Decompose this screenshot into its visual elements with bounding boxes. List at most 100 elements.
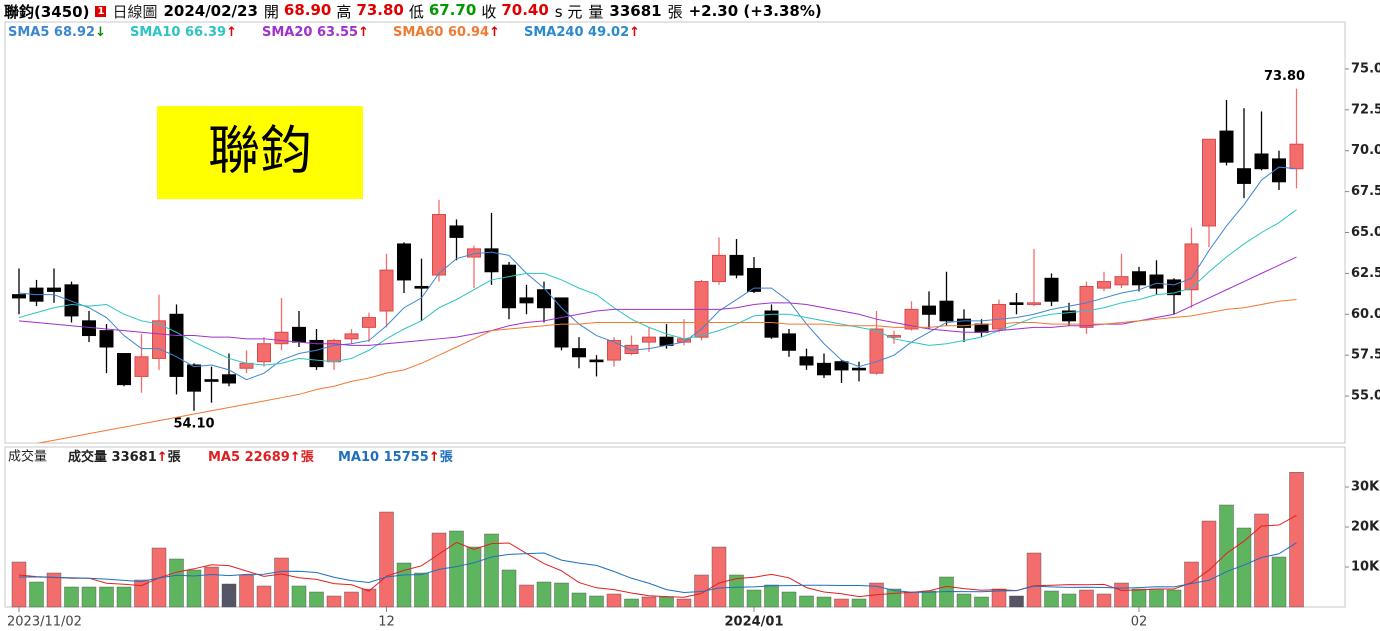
candle-body	[589, 359, 604, 363]
legend-arrow: ↑	[358, 25, 369, 40]
volume-bar	[1009, 595, 1024, 608]
candle-body	[1044, 277, 1059, 302]
chart-kind: 日線圖	[112, 2, 158, 21]
y-tick-label: 30K	[1351, 480, 1380, 495]
candle-body	[1132, 271, 1146, 286]
candle-body	[974, 323, 989, 333]
volume-bar	[11, 561, 27, 608]
volume-bar	[1201, 520, 1217, 608]
x-tick-label: 2024/01	[724, 615, 783, 630]
legend-name: MA10 15755	[338, 450, 429, 465]
candle-body	[1237, 168, 1251, 184]
candle-body	[502, 264, 516, 309]
volume-bar	[851, 598, 867, 608]
volume-bar	[344, 591, 359, 608]
volume-bar	[1149, 588, 1164, 608]
volume-bar	[676, 598, 692, 608]
volume-bar	[536, 581, 552, 608]
legend-name: SMA60 60.94	[393, 25, 489, 40]
ma-line	[36, 299, 1297, 443]
volume-bar	[1236, 527, 1252, 608]
candle-body	[64, 284, 79, 317]
legend-entry: SMA20 63.55↑	[262, 25, 369, 40]
volume-bar	[449, 530, 464, 608]
candle-body	[1289, 143, 1304, 170]
legend-arrow: ↑	[629, 25, 640, 40]
volume-bar	[991, 588, 1007, 608]
legend-arrow: ↑	[489, 25, 500, 40]
volume-bar	[29, 581, 44, 608]
legend-name: SMA10 66.39	[130, 25, 226, 40]
y-tick-label: 70.0	[1351, 143, 1380, 158]
legend-arrow: ↑	[226, 25, 237, 40]
volume-bar	[1166, 589, 1182, 608]
header: 聯鈞(3450) 1 日線圖 2024/02/23 開 68.90 高 73.80 低 6…	[0, 0, 1380, 22]
candle-body	[1079, 285, 1094, 328]
volume-bar	[239, 574, 254, 608]
volume-bar	[291, 585, 307, 608]
y-tick-label: 55.0	[1351, 389, 1380, 404]
candle-body	[1202, 138, 1216, 227]
candle-body	[292, 326, 306, 343]
volume-bar	[729, 574, 744, 608]
candle-body	[904, 308, 919, 330]
candle-body	[852, 367, 866, 371]
unit: s 元	[554, 2, 583, 21]
candle-body	[519, 297, 534, 304]
candle-body	[1062, 310, 1076, 322]
candle-body	[117, 353, 131, 386]
volume-bar	[1254, 513, 1269, 608]
volume-bar	[169, 558, 184, 608]
y-tick-label: 65.0	[1351, 225, 1380, 240]
candle-body	[414, 285, 429, 289]
panel-title: 成交量	[8, 449, 47, 465]
ma-line	[18, 514, 1297, 598]
annotation: 聯鈞	[208, 122, 312, 182]
volume-bar	[379, 511, 394, 608]
volume-bar	[1079, 589, 1094, 608]
candle-body	[747, 267, 761, 292]
x-tick-label: 2023/11/02	[7, 615, 82, 630]
candle-body	[169, 313, 184, 377]
candle-body	[134, 356, 149, 377]
x-tick-label: 12	[378, 615, 395, 630]
legend-entry: SMA60 60.94↑	[393, 25, 500, 40]
field-label: 高	[336, 2, 352, 21]
candle-body	[274, 331, 289, 345]
candle-body	[397, 243, 411, 281]
candle-body	[1219, 130, 1234, 163]
legend-arrow: ↓	[95, 25, 106, 40]
candle-body	[1097, 281, 1111, 289]
candle-body	[817, 362, 831, 376]
volume-bar	[186, 569, 202, 608]
volume: 33681	[609, 2, 662, 20]
candle-body	[782, 333, 796, 351]
legend-arrow: ↑	[429, 450, 440, 465]
y-tick-label: 62.5	[1351, 266, 1380, 281]
volume-bar	[64, 586, 79, 608]
volume-bar	[484, 533, 499, 608]
legend-name: SMA5 68.92	[8, 25, 95, 40]
legend-entry: SMA5 68.92↓	[8, 25, 106, 40]
candle-body	[712, 254, 726, 283]
volume-bar	[326, 595, 342, 608]
y-tick-label: 20K	[1351, 520, 1380, 535]
volume-bar	[921, 590, 937, 608]
candle-body	[222, 374, 236, 384]
volume-bar	[221, 583, 237, 608]
candle-body	[887, 335, 901, 338]
candle-body	[607, 339, 621, 361]
candle-body	[799, 356, 814, 366]
legend-name: 成交量 33681	[68, 449, 157, 465]
candle-body	[554, 297, 569, 348]
ma-line	[19, 494, 1297, 505]
low-label: 54.10	[173, 416, 214, 431]
volume-bar	[1271, 556, 1287, 608]
y-tick-label: 67.5	[1351, 184, 1380, 199]
candle-body	[449, 225, 464, 238]
volume-bar	[134, 579, 149, 608]
y-tick-label: 72.5	[1351, 102, 1380, 117]
volume-bar	[974, 596, 989, 608]
change: +2.30 (+3.38%)	[688, 2, 822, 20]
